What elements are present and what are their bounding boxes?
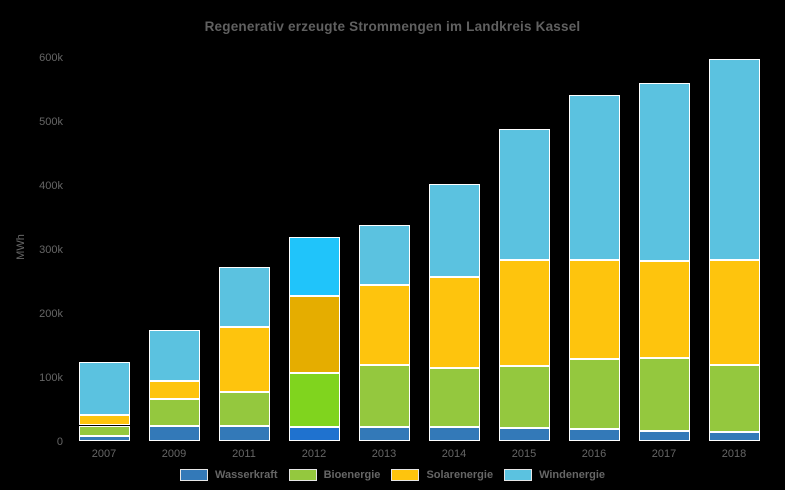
bar-segment-windenergie-2012[interactable] xyxy=(288,236,340,296)
bar-segment-wasserkraft-2015[interactable] xyxy=(498,428,550,442)
bar-segment-solarenergie-2016[interactable] xyxy=(568,259,620,359)
bar-segment-wasserkraft-2018[interactable] xyxy=(708,431,760,442)
bar-segment-bioenergie-2012[interactable] xyxy=(288,373,340,428)
bar-segment-solarenergie-2017[interactable] xyxy=(638,261,690,358)
bar-segment-wasserkraft-2016[interactable] xyxy=(568,428,620,442)
bar-segment-bioenergie-2007[interactable] xyxy=(78,425,130,436)
y-tick-label-200k: 200k xyxy=(39,307,63,320)
bar-segment-bioenergie-2013[interactable] xyxy=(358,364,410,427)
y-axis: 0 100k 200k 300k 400k 500k 600k xyxy=(0,0,63,490)
y-tick-label-100k: 100k xyxy=(39,371,63,384)
x-axis-label-2013: 2013 xyxy=(371,448,397,460)
bar-segment-solarenergie-2014[interactable] xyxy=(428,277,480,368)
y-tick-label-500k: 500k xyxy=(39,115,63,128)
bar-segment-windenergie-2016[interactable] xyxy=(568,94,620,260)
x-axis: 2007 2009 2011 2012 2013 2014 2015 2016 2017 2018 xyxy=(0,448,785,462)
bar-segment-wasserkraft-2017[interactable] xyxy=(638,430,690,442)
legend-item-wasserkraft[interactable]: Wasserkraft xyxy=(180,469,278,481)
legend-swatch-solarenergie-icon xyxy=(391,469,420,481)
legend-item-windenergie[interactable]: Windenergie xyxy=(504,469,605,481)
bar-segment-solarenergie-2007[interactable] xyxy=(78,414,130,426)
bar-segment-wasserkraft-2009[interactable] xyxy=(148,426,200,442)
bar-segment-windenergie-2007[interactable] xyxy=(78,362,130,415)
bar-segment-wasserkraft-2011[interactable] xyxy=(218,426,270,442)
x-axis-label-2009: 2009 xyxy=(161,448,187,460)
bar-segment-windenergie-2015[interactable] xyxy=(498,128,550,261)
bar-segment-wasserkraft-2014[interactable] xyxy=(428,426,480,442)
bar-segment-bioenergie-2011[interactable] xyxy=(218,392,270,427)
bar-segment-bioenergie-2009[interactable] xyxy=(148,398,200,427)
bar-segment-windenergie-2011[interactable] xyxy=(218,266,270,327)
legend-label-windenergie: Windenergie xyxy=(539,469,605,481)
y-tick-label-400k: 400k xyxy=(39,179,63,192)
bar-segment-wasserkraft-2007[interactable] xyxy=(78,435,130,442)
legend-swatch-wasserkraft-icon xyxy=(180,469,208,481)
legend-label-wasserkraft: Wasserkraft xyxy=(215,469,278,481)
bar-segment-solarenergie-2012[interactable] xyxy=(288,295,340,374)
bar-segment-bioenergie-2017[interactable] xyxy=(638,357,690,431)
legend-item-bioenergie[interactable]: Bioenergie xyxy=(288,469,381,481)
bar-segment-bioenergie-2015[interactable] xyxy=(498,365,550,429)
bar-segment-solarenergie-2011[interactable] xyxy=(218,326,270,393)
x-axis-label-2018: 2018 xyxy=(721,448,747,460)
y-tick-label-0: 0 xyxy=(56,435,63,448)
bar-segment-windenergie-2014[interactable] xyxy=(428,184,480,278)
legend-swatch-bioenergie-icon xyxy=(288,469,317,481)
x-axis-label-2015: 2015 xyxy=(511,448,537,460)
x-axis-label-2017: 2017 xyxy=(651,448,677,460)
x-axis-label-2011: 2011 xyxy=(232,448,256,460)
x-axis-label-2014: 2014 xyxy=(441,448,467,460)
bar-segment-bioenergie-2016[interactable] xyxy=(568,358,620,429)
bar-segment-wasserkraft-2012[interactable] xyxy=(288,427,340,442)
y-tick-label-300k: 300k xyxy=(39,243,63,256)
bar-segment-solarenergie-2009[interactable] xyxy=(148,381,200,399)
bar-segment-windenergie-2018[interactable] xyxy=(708,59,760,260)
bar-segment-solarenergie-2015[interactable] xyxy=(498,260,550,366)
bar-segment-solarenergie-2013[interactable] xyxy=(358,284,410,365)
legend: Wasserkraft Bioenergie Solarenergie Windene… xyxy=(0,469,785,481)
legend-label-solarenergie: Solarenergie xyxy=(426,469,494,481)
bar-segment-windenergie-2009[interactable] xyxy=(148,329,200,382)
x-axis-label-2007: 2007 xyxy=(91,448,117,460)
legend-swatch-windenergie-icon xyxy=(504,469,533,481)
legend-item-solarenergie[interactable]: Solarenergie xyxy=(391,469,493,481)
x-axis-label-2016: 2016 xyxy=(581,448,607,460)
bar-segment-windenergie-2017[interactable] xyxy=(638,83,690,261)
bar-segment-bioenergie-2014[interactable] xyxy=(428,367,480,427)
y-tick-label-600k: 600k xyxy=(39,51,63,64)
bar-segment-windenergie-2013[interactable] xyxy=(358,225,410,285)
bar-segment-bioenergie-2018[interactable] xyxy=(708,364,760,432)
x-axis-label-2012: 2012 xyxy=(301,448,327,460)
legend-label-bioenergie: Bioenergie xyxy=(323,469,381,481)
bar-segment-solarenergie-2018[interactable] xyxy=(708,259,760,365)
bar-segment-wasserkraft-2013[interactable] xyxy=(358,426,410,442)
chart-title: Regenerativ erzeugte Strommengen im Land… xyxy=(204,19,581,34)
